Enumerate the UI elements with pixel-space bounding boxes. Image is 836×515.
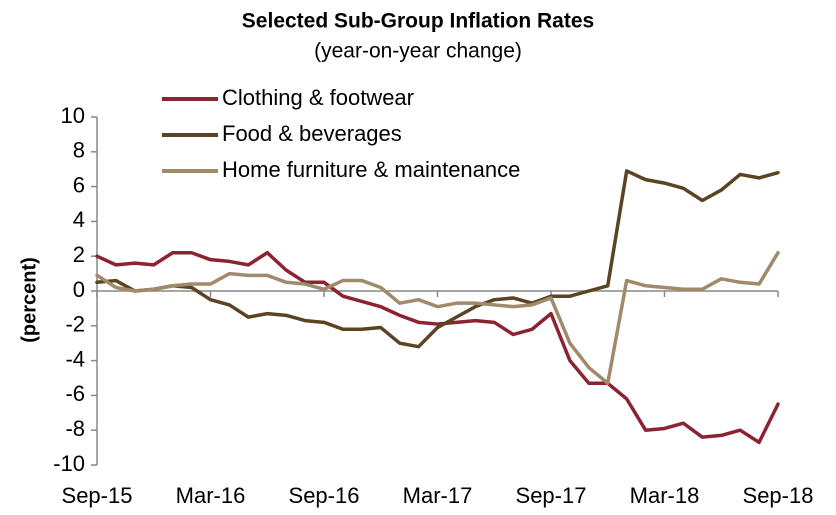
y-tick-label: -4	[65, 346, 85, 371]
y-axis-label: (percent)	[18, 257, 40, 343]
legend-label: Food & beverages	[222, 121, 402, 146]
x-tick-label: Sep-16	[289, 483, 360, 508]
y-tick-label: 8	[73, 138, 85, 163]
series-line	[95, 250, 780, 385]
legend-label: Clothing & footwear	[222, 85, 414, 110]
y-tick-label: 4	[73, 207, 85, 232]
y-tick-label: 6	[73, 172, 85, 197]
y-tick-label: -10	[53, 451, 85, 476]
x-tick-label: Mar-18	[630, 483, 700, 508]
chart-subtitle: (year-on-year change)	[314, 40, 522, 63]
y-tick-label: -2	[65, 312, 85, 337]
legend-label: Home furniture & maintenance	[222, 157, 520, 182]
chart-title: Selected Sub-Group Inflation Rates	[242, 10, 594, 33]
y-tick-label: 10	[61, 103, 85, 128]
y-tick-label: 0	[73, 277, 85, 302]
y-tick-label: 2	[73, 242, 85, 267]
x-tick-label: Mar-17	[403, 483, 473, 508]
x-tick-label: Sep-17	[516, 483, 587, 508]
y-tick-label: -8	[65, 416, 85, 441]
x-tick-label: Mar-16	[176, 483, 246, 508]
series-line	[95, 250, 780, 445]
y-tick-label: -6	[65, 381, 85, 406]
x-tick-label: Sep-18	[743, 483, 814, 508]
series-line	[95, 169, 780, 349]
x-tick-label: Sep-15	[62, 483, 133, 508]
